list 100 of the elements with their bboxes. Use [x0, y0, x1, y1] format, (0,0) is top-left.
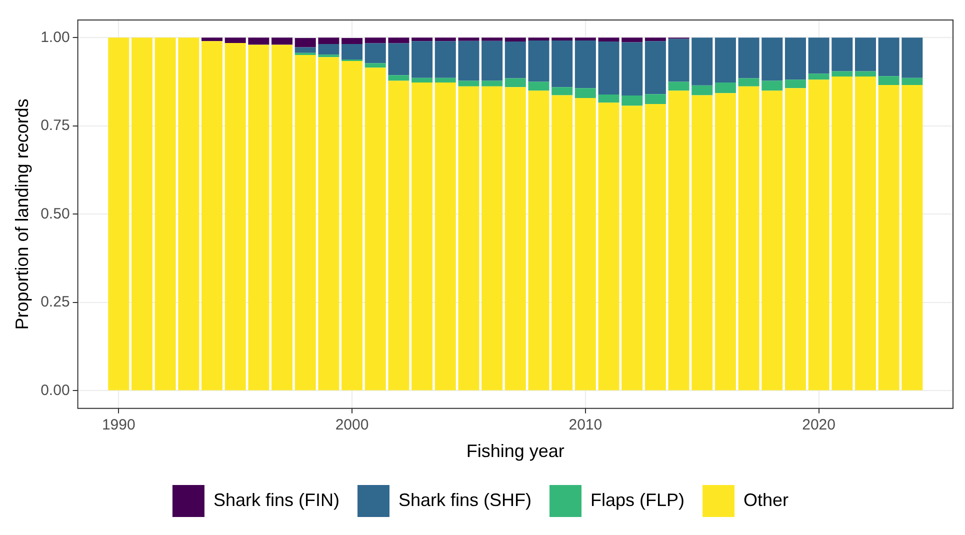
bar — [318, 38, 340, 44]
bar — [854, 76, 876, 390]
bar — [294, 54, 316, 390]
bar — [714, 38, 736, 82]
bar — [388, 75, 410, 81]
bar — [902, 84, 923, 390]
bar — [342, 44, 363, 60]
bar — [622, 106, 643, 390]
bar — [808, 74, 830, 80]
bar — [201, 41, 222, 390]
bar — [318, 57, 340, 390]
bar — [224, 42, 246, 390]
x-tick-label: 2020 — [802, 416, 836, 434]
bar — [762, 80, 783, 91]
x-tick-label: 2010 — [568, 416, 602, 434]
bar — [668, 82, 690, 91]
bar — [878, 76, 900, 85]
bar — [131, 38, 152, 390]
bar — [504, 78, 526, 88]
bar — [201, 38, 222, 42]
y-tick-label: 1.00 — [40, 28, 70, 46]
bar — [808, 80, 830, 390]
bar — [272, 38, 293, 45]
bar — [878, 84, 900, 390]
bar — [412, 82, 433, 390]
bar — [458, 40, 480, 81]
bar — [622, 96, 643, 106]
bar — [692, 85, 713, 96]
bar — [552, 95, 573, 390]
bar — [178, 38, 200, 390]
bar — [902, 38, 923, 78]
legend-label: Other — [744, 490, 789, 510]
legend-label: Shark fins (FIN) — [213, 490, 340, 510]
y-axis-title: Proportion of landing records — [12, 98, 32, 330]
bar — [692, 38, 713, 86]
bar — [738, 38, 760, 78]
bar — [458, 80, 480, 86]
bar — [434, 38, 456, 42]
bar — [482, 40, 503, 81]
bar — [552, 40, 573, 88]
bar — [342, 38, 363, 44]
bar — [272, 44, 293, 390]
bar — [714, 93, 736, 390]
bar — [902, 78, 923, 85]
bar — [342, 60, 363, 390]
bar — [854, 38, 876, 72]
bar — [762, 90, 783, 390]
bar — [482, 38, 503, 41]
bar — [644, 38, 666, 42]
bar — [294, 38, 316, 48]
bar — [784, 88, 806, 390]
bar — [854, 71, 876, 76]
bar — [784, 80, 806, 88]
bar — [434, 41, 456, 78]
bar — [458, 38, 480, 41]
bar — [388, 80, 410, 390]
bar — [644, 94, 666, 104]
bar — [832, 38, 853, 72]
bar — [154, 38, 176, 390]
y-tick-label: 0.75 — [40, 117, 70, 134]
bar — [574, 38, 596, 40]
bar — [364, 43, 386, 64]
bar — [738, 86, 760, 390]
bar — [434, 82, 456, 390]
bar — [528, 40, 550, 82]
bar — [762, 38, 783, 81]
x-tick-label: 1990 — [102, 416, 136, 434]
bar — [622, 38, 643, 42]
bar — [412, 78, 433, 82]
x-axis-title: Fishing year — [466, 441, 564, 462]
bar — [364, 63, 386, 68]
bar — [552, 38, 573, 40]
bar — [388, 38, 410, 44]
bar — [598, 102, 620, 390]
bar — [598, 94, 620, 103]
bar — [832, 71, 853, 76]
bar — [598, 42, 620, 94]
legend-label: Shark fins (SHF) — [398, 490, 532, 510]
bar — [482, 80, 503, 86]
bar — [552, 87, 573, 96]
bar — [574, 98, 596, 390]
bar — [504, 38, 526, 42]
bar — [412, 41, 433, 78]
bar — [364, 68, 386, 390]
y-tick-label: 0.25 — [40, 294, 70, 311]
bar — [714, 82, 736, 94]
x-tick-label: 2000 — [335, 416, 369, 434]
bar — [598, 38, 620, 42]
bar — [294, 47, 316, 53]
bar — [388, 43, 410, 76]
bar — [644, 104, 666, 390]
bar — [318, 54, 340, 58]
bar — [318, 44, 340, 55]
bar — [528, 38, 550, 40]
bar — [412, 38, 433, 42]
bar — [668, 38, 690, 82]
bar — [224, 38, 246, 43]
bar — [458, 86, 480, 390]
bar — [248, 44, 270, 390]
bar — [434, 78, 456, 82]
